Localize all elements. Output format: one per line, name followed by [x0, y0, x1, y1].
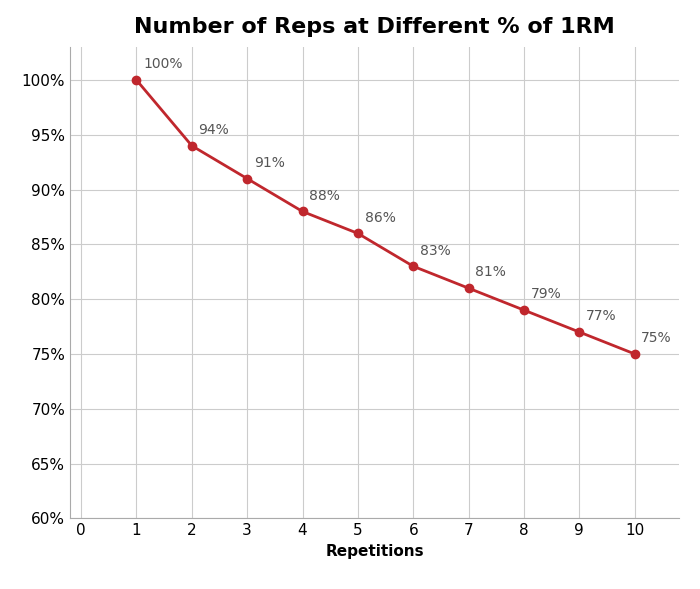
Text: 94%: 94%: [198, 123, 229, 137]
Text: 100%: 100%: [143, 57, 183, 71]
Text: 79%: 79%: [531, 287, 561, 302]
Text: 91%: 91%: [254, 156, 285, 170]
Text: 77%: 77%: [586, 309, 617, 323]
Text: 88%: 88%: [309, 188, 340, 203]
Title: Number of Reps at Different % of 1RM: Number of Reps at Different % of 1RM: [134, 17, 615, 37]
Text: 75%: 75%: [641, 331, 672, 345]
Text: 81%: 81%: [475, 266, 506, 279]
X-axis label: Repetitions: Repetitions: [326, 544, 424, 559]
Text: 86%: 86%: [365, 211, 395, 224]
Text: 83%: 83%: [420, 243, 451, 257]
